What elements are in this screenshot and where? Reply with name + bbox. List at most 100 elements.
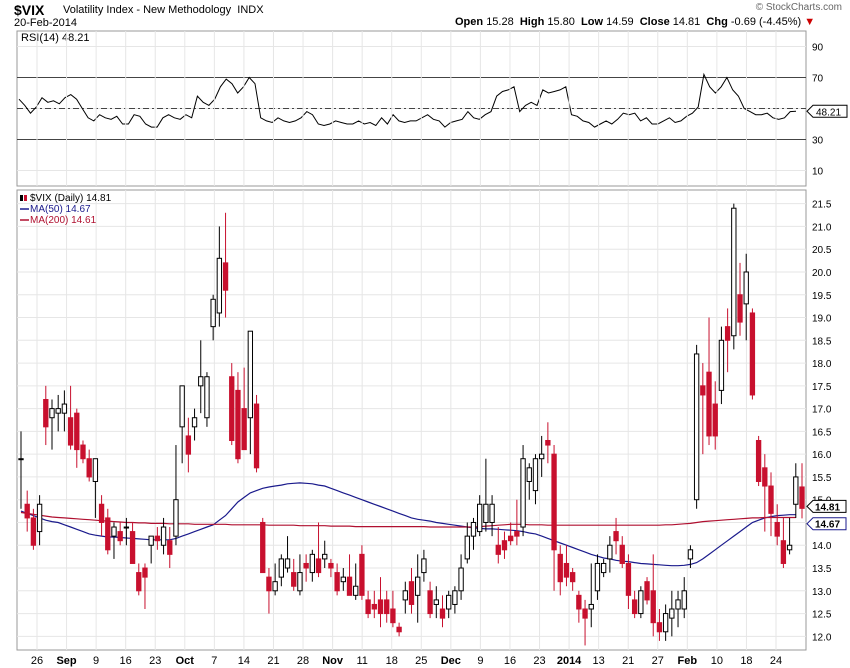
legend-entry: MA(200) 14.61 <box>30 215 97 226</box>
rsi-series-line <box>18 72 797 128</box>
candle-body <box>700 385 706 396</box>
candle-body <box>49 408 55 419</box>
candle-body <box>365 599 371 615</box>
candle-body <box>371 603 377 610</box>
candle-body <box>706 371 712 437</box>
x-tick-label: 9 <box>93 655 99 667</box>
rsi-tick-label: 10 <box>812 167 824 178</box>
candle-body <box>334 572 340 592</box>
candle-body <box>762 467 768 487</box>
candle-body <box>563 562 570 578</box>
quote-summary: Open 15.28 High 15.80 Low 14.59 Close 14… <box>455 16 815 28</box>
candle-body <box>315 558 322 574</box>
symbol: $VIX <box>14 2 45 18</box>
legend-entry: MA(50) 14.67 <box>30 204 91 215</box>
candle-body <box>136 572 142 592</box>
candle-body <box>538 453 545 460</box>
x-tick-label: 18 <box>386 655 398 667</box>
high-value: 15.80 <box>547 16 575 28</box>
price-tick-label: 16.0 <box>812 450 832 461</box>
candle-body <box>377 599 384 615</box>
candle-body <box>396 626 402 633</box>
price-tick-label: 12.0 <box>812 632 832 643</box>
candle-body <box>241 408 247 451</box>
candle-body <box>167 540 173 555</box>
candle-body <box>86 458 92 478</box>
candle-body <box>551 453 557 551</box>
price-tick-label: 17.5 <box>812 382 832 393</box>
candle-body <box>693 353 700 501</box>
high-label: High <box>519 16 545 28</box>
candle-body <box>111 526 117 537</box>
x-tick-label: 13 <box>593 655 605 667</box>
price-tick-label: 21.0 <box>812 222 832 233</box>
candle-body <box>755 439 762 482</box>
candle-body <box>675 599 681 610</box>
candle-body <box>433 599 439 605</box>
candle-body <box>322 553 328 560</box>
candle-body <box>439 608 446 619</box>
candle-body <box>346 576 353 596</box>
candle-body <box>148 535 154 546</box>
legend-candle-icon <box>20 195 23 201</box>
candle-body <box>160 526 167 546</box>
price-tick-label: 21.5 <box>812 200 832 211</box>
candle-body <box>526 467 532 482</box>
candle-body <box>631 599 638 615</box>
candle-body <box>359 553 365 596</box>
candle-body <box>613 531 619 542</box>
candle-body <box>216 257 223 314</box>
candle-body <box>191 417 198 428</box>
candle-body <box>793 476 799 505</box>
candle-body <box>55 408 61 414</box>
x-tick-label: Sep <box>56 655 76 667</box>
candle-body <box>681 590 687 610</box>
candle-body <box>408 581 415 605</box>
x-tick-label: 25 <box>415 655 427 667</box>
x-tick-label: Feb <box>678 655 698 667</box>
x-tick-label: 16 <box>120 655 132 667</box>
rsi-tick-label: 30 <box>812 136 824 147</box>
candle-body <box>600 562 607 574</box>
candle-body <box>569 572 576 583</box>
candle-body <box>650 590 656 624</box>
x-tick-label: 21 <box>622 655 634 667</box>
candle-body <box>495 544 501 555</box>
candle-body <box>390 608 396 624</box>
candle-body <box>799 486 805 509</box>
candle-body <box>557 553 563 583</box>
candle-body <box>74 412 80 451</box>
x-tick-label: 16 <box>504 655 516 667</box>
price-tick-label: 19.0 <box>812 314 832 325</box>
ma50-price-label: 14.67 <box>815 520 840 531</box>
candle-body <box>222 262 229 291</box>
candle-body <box>780 540 787 564</box>
candle-body <box>619 544 625 564</box>
chg-value: -0.69 (-4.45%) <box>730 16 802 28</box>
x-tick-label: 18 <box>740 655 752 667</box>
last-price-label: 14.81 <box>815 502 840 513</box>
price-tick-label: 15.5 <box>812 473 832 484</box>
candle-body <box>452 590 458 605</box>
description-text: Volatility Index - New Methodology <box>63 4 232 16</box>
rsi-last-value-tag <box>806 104 848 118</box>
price-tick-label: 20.0 <box>812 268 832 279</box>
chg-label: Chg <box>706 16 728 28</box>
candle-body <box>123 526 130 529</box>
price-tick-label: 19.5 <box>812 291 832 302</box>
candle-body <box>458 567 464 592</box>
candle-body <box>625 562 632 596</box>
candle-body <box>470 521 477 537</box>
candle-body <box>210 298 216 328</box>
candle-body <box>532 458 539 492</box>
price-tick-label: 20.5 <box>812 245 832 256</box>
candle-body <box>718 339 725 391</box>
candle-body <box>464 535 470 560</box>
candle-body <box>36 503 43 533</box>
candle-body <box>588 603 594 610</box>
candle-body <box>594 562 601 592</box>
low-label: Low <box>581 16 604 28</box>
candle-body <box>229 376 235 441</box>
brand-watermark: © StockCharts.com <box>755 2 842 13</box>
